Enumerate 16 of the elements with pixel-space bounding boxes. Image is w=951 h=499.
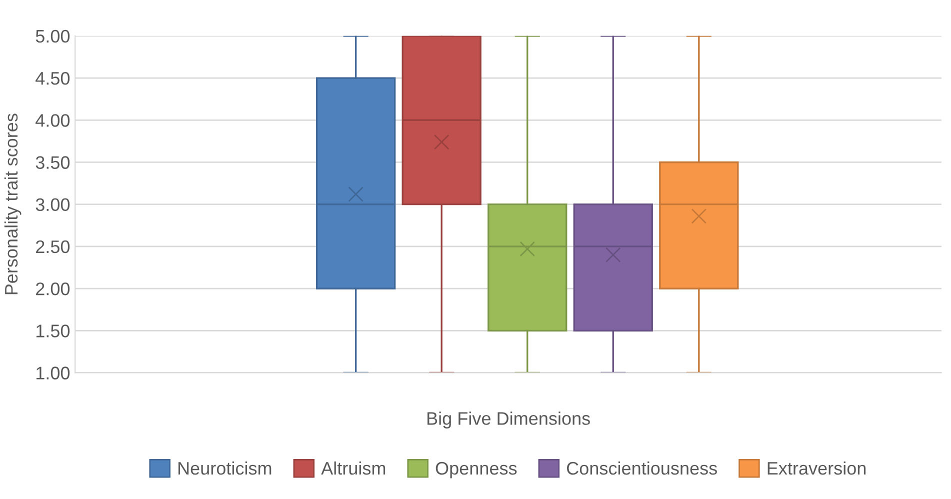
x-axis-title: Big Five Dimensions <box>428 412 590 428</box>
y-tick-label: 5.00 <box>36 30 70 43</box>
y-tick-label: 1.00 <box>36 366 70 380</box>
legend-label: Extraversion <box>768 461 866 475</box>
legend-label: Conscientiousness <box>566 461 717 475</box>
legend-label: Neuroticism <box>178 461 272 475</box>
y-tick-label: 3.00 <box>36 198 70 212</box>
legend-label: Openness <box>436 462 517 478</box>
y-tick-label: 1.50 <box>36 324 70 338</box>
y-tick-label: 3.50 <box>36 156 70 169</box>
y-tick-label: 4.00 <box>36 114 70 127</box>
legend-label: Altruism <box>321 461 386 475</box>
y-tick-label: 2.00 <box>36 282 70 296</box>
y-tick-label: 4.50 <box>36 72 70 85</box>
y-axis-title: Personality trait scores <box>4 114 22 294</box>
y-tick-label: 2.50 <box>36 240 70 254</box>
